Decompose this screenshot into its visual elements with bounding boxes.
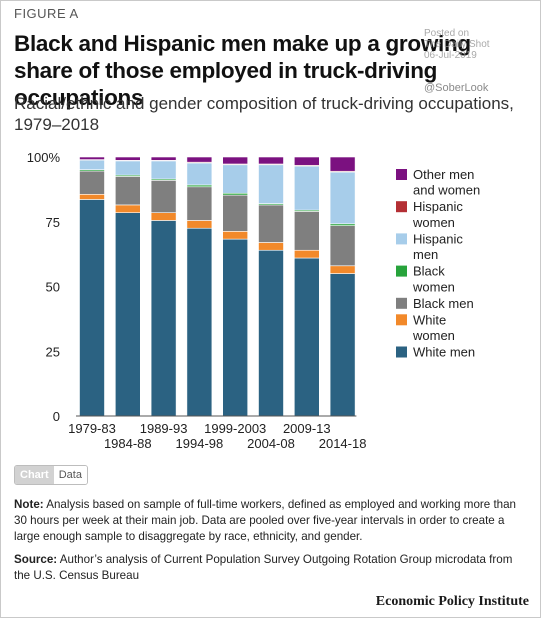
y-tick-label: 50 [46,280,60,295]
source: Source: Author’s analysis of Current Pop… [14,552,526,584]
bar-segment [258,204,284,243]
legend-label: Hispanic [413,231,463,246]
note-text: Analysis based on sample of full-time wo… [14,498,517,543]
stacked-bar-chart: 0 25 50 75 100% 1979-831984-881989-931994-98… [27,150,480,451]
bar-segment [293,165,320,211]
bar-segment [329,171,356,225]
x-axis: 1979-831984-881989-931994-981999-2003200… [68,415,367,451]
legend-label: women [412,215,455,230]
legend-label: women [412,328,455,343]
bar-segment [115,156,141,161]
x-tick-label: 2014-18 [319,436,367,451]
bar-segment [79,159,105,170]
legend-label: Black men [413,296,474,311]
bar-segment [293,249,320,259]
legend-label: and women [413,183,480,198]
legend-label: Hispanic [413,199,463,214]
chart-title: Black and Hispanic men make up a growing… [14,31,471,110]
x-tick-label: 1979-83 [68,421,116,436]
bar-segment [186,156,213,163]
legend-swatch [396,265,407,277]
publisher-logo: Economic Policy Institute [375,594,529,609]
bar-segment [293,211,320,251]
bar-segment [222,194,248,232]
bar-segment [222,156,248,165]
bar-segment [258,249,284,417]
bar-segment [150,220,177,417]
legend-swatch [396,201,407,213]
bar-segment [79,193,105,200]
note-label: Note: [14,498,44,511]
legend-label: White men [413,345,475,360]
watermark-line: Posted on [424,28,470,39]
y-tick-label: 100% [27,150,61,165]
legend-swatch [396,169,407,180]
x-tick-label: 1999-2003 [204,421,266,436]
bar-segment [258,156,284,165]
view-tabs: Chart Data [14,465,88,485]
bar-segment [329,265,356,274]
watermark: Posted on The Daily Shot 06-Jul-2019 [424,28,536,61]
y-axis: 0 25 50 75 100% [27,150,61,424]
watermark-line: The Daily Shot [424,39,490,50]
tab-chart[interactable]: Chart [15,466,54,484]
legend-label: White [413,312,446,327]
bar-segment [150,160,177,180]
bar-segment [186,162,213,186]
bar-segment [115,204,141,213]
legend-label: women [412,279,455,294]
watermark-handle: @SoberLook [424,82,489,94]
bar-segment [150,156,177,161]
bar-segment [258,164,284,204]
bar-segment [186,227,213,417]
bars [79,156,356,417]
watermark-line: 06-Jul-2019 [424,50,477,61]
bar-segment [186,220,213,229]
x-tick-label: 1994-98 [176,436,224,451]
legend-label: Black [413,264,445,279]
x-tick-label: 1984-88 [104,436,152,451]
bar-segment [222,164,248,194]
x-tick-label: 2009-13 [283,421,331,436]
tab-data[interactable]: Data [53,466,87,484]
note: Note: Analysis based on sample of full-t… [14,497,526,545]
bar-segment [186,186,213,221]
y-tick-label: 75 [46,215,60,230]
legend-label: Other men [413,167,474,182]
source-text: Author’s analysis of Current Population … [14,553,513,582]
bar-segment [222,238,248,417]
chart-subtitle: Racial/ethnic and gender composition of … [14,94,514,134]
bar-segment [222,231,248,240]
source-label: Source: [14,553,58,566]
bar-segment [329,273,356,417]
x-tick-label: 2004-08 [247,436,295,451]
bar-segment [293,257,320,417]
legend-swatch [396,346,407,358]
legend-label: men [413,247,438,262]
bar-segment [115,176,141,206]
bar-segment [329,156,356,172]
legend-swatch [396,233,407,245]
legend-swatch [396,314,407,326]
bar-segment [258,242,284,251]
legend-swatch [396,297,407,309]
x-tick-label: 1989-93 [140,421,188,436]
bar-segment [329,225,356,267]
bar-segment [115,160,141,176]
bar-segment [293,156,320,166]
figure-label: FIGURE A [14,6,79,21]
bar-segment [79,199,105,417]
bar-segment [79,156,105,160]
y-tick-label: 25 [46,344,60,359]
bar-segment [150,180,177,213]
bar-segment [79,170,105,195]
y-tick-label: 0 [53,409,60,424]
bar-segment [115,212,141,417]
bar-segment [150,212,177,221]
